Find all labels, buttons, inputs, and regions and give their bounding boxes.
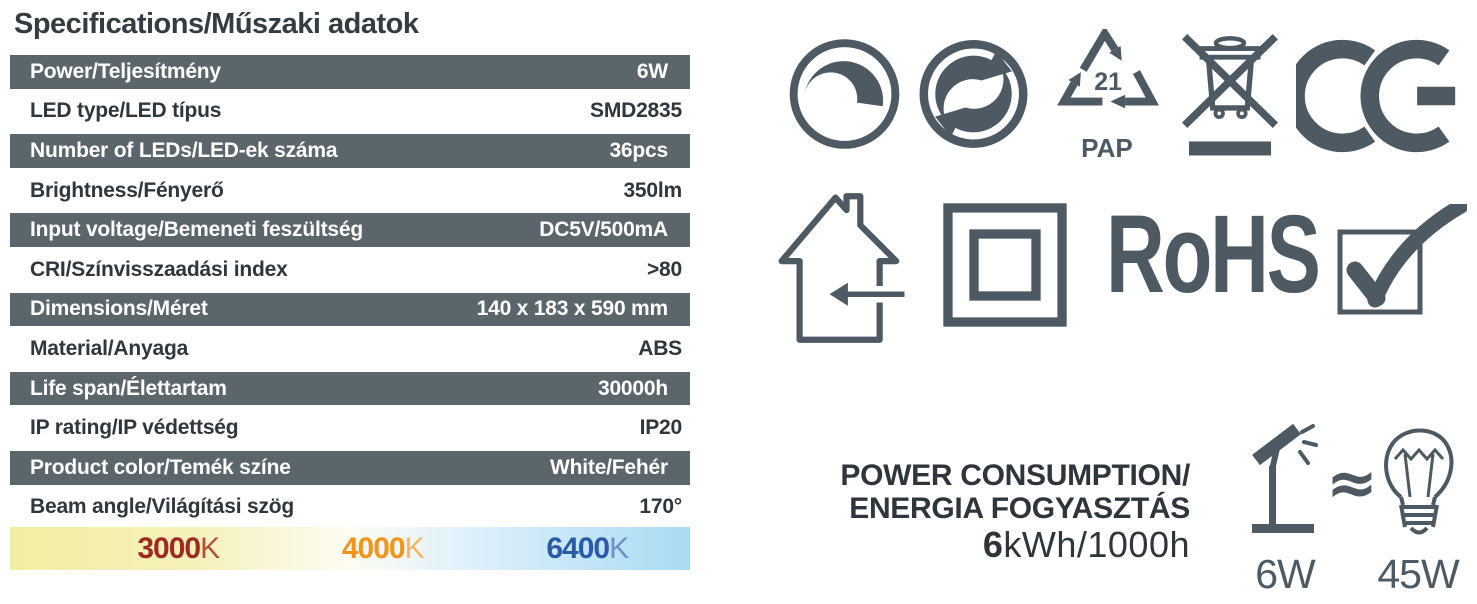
row-label: Material/Anyaga xyxy=(30,336,189,360)
color-temperature-bar: 3000K 4000K 6400K xyxy=(10,527,690,570)
row-label: Product color/Temék színe xyxy=(30,455,291,479)
bulb-wattage-label: 45W xyxy=(1377,551,1459,597)
table-row: IP rating/IP védettség IP20 xyxy=(10,408,690,448)
row-label: Brightness/Fényerő xyxy=(30,178,224,202)
row-label: Beam angle/Világítási szög xyxy=(30,495,295,519)
power-value-unit: kWh/1000h xyxy=(1003,524,1190,565)
row-label: CRI/Színvisszaadási index xyxy=(30,257,288,281)
power-consumption-block: POWER CONSUMPTION/ ENERGIA FOGYASZTÁS 6k… xyxy=(840,459,1190,565)
color-temperature-label: 4000K xyxy=(341,531,425,565)
row-value: 170° xyxy=(639,495,682,519)
desk-lamp-icon xyxy=(1252,424,1318,533)
row-label: LED type/LED típus xyxy=(30,99,222,123)
power-consumption-line2: ENERGIA FOGYASZTÁS xyxy=(849,492,1190,525)
row-value: White/Fehér xyxy=(550,455,668,479)
dial-swoosh-icon xyxy=(789,39,900,149)
weee-bin-icon xyxy=(1181,33,1279,156)
rohs-label: RoHS xyxy=(1106,193,1321,316)
recycle-material: PAP xyxy=(1081,133,1133,163)
table-row: Life span/Élettartam 30000h xyxy=(10,368,690,409)
table-row: Brightness/Fényerő 350lm xyxy=(10,171,690,211)
table-row: LED type/LED típus SMD2835 xyxy=(10,92,690,132)
row-label: Power/Teljesítmény xyxy=(30,59,221,83)
recycling-pap-icon: 21 PAP xyxy=(1057,29,1159,163)
power-consumption-value: 6kWh/1000h xyxy=(840,525,1190,565)
color-temperature-label: 6400K xyxy=(546,531,630,565)
incandescent-bulb-icon xyxy=(1384,428,1454,535)
row-label: IP rating/IP védettség xyxy=(30,416,239,440)
row-value: ABS xyxy=(638,336,682,360)
table-row: CRI/Színvisszaadási index >80 xyxy=(10,250,690,290)
table-row: Material/Anyaga ABS xyxy=(10,329,690,369)
color-temperature-label: 3000K xyxy=(137,531,221,565)
row-value: DC5V/500mA xyxy=(539,218,668,242)
row-value: 350lm xyxy=(623,178,682,202)
table-row: Beam angle/Világítási szög 170° xyxy=(10,488,690,528)
led-wattage-label: 6W xyxy=(1255,551,1316,597)
table-row: Dimensions/Méret 140 x 183 x 590 mm xyxy=(10,289,690,330)
row-label: Input voltage/Bemeneti feszültség xyxy=(30,218,363,242)
page-title: Specifications/Műszaki adatok xyxy=(14,8,419,40)
table-row: Number of LEDs/LED-ek száma 36pcs xyxy=(10,131,690,171)
spec-table: Power/Teljesítmény 6W LED type/LED típus… xyxy=(10,52,690,527)
indoor-use-icon xyxy=(778,193,910,343)
row-value: 6W xyxy=(636,59,668,83)
green-dot-icon xyxy=(919,40,1028,148)
row-value: IP20 xyxy=(639,416,683,440)
row-value: 30000h xyxy=(597,376,668,400)
table-row: Power/Teljesítmény 6W xyxy=(10,52,690,92)
recycle-code: 21 xyxy=(1094,68,1122,96)
row-label: Life span/Élettartam xyxy=(30,376,227,400)
row-value: 140 x 183 x 590 mm xyxy=(476,297,669,321)
row-label: Dimensions/Méret xyxy=(30,297,208,321)
table-row: Product color/Temék színe White/Fehér xyxy=(10,447,690,488)
power-value-number: 6 xyxy=(982,524,1004,565)
power-consumption-line1: POWER CONSUMPTION/ xyxy=(840,459,1190,492)
row-value: SMD2835 xyxy=(590,99,682,123)
rohs-checkbox-icon xyxy=(1337,204,1467,315)
row-value: 36pcs xyxy=(609,138,668,162)
table-row: Input voltage/Bemeneti feszültség DC5V/5… xyxy=(10,210,690,250)
class-2-insulation-icon xyxy=(943,203,1067,327)
row-value: >80 xyxy=(646,257,682,281)
ce-mark-icon xyxy=(1296,39,1456,153)
row-label: Number of LEDs/LED-ek száma xyxy=(30,138,338,162)
approx-equal-symbol: ≈ xyxy=(1326,446,1378,519)
